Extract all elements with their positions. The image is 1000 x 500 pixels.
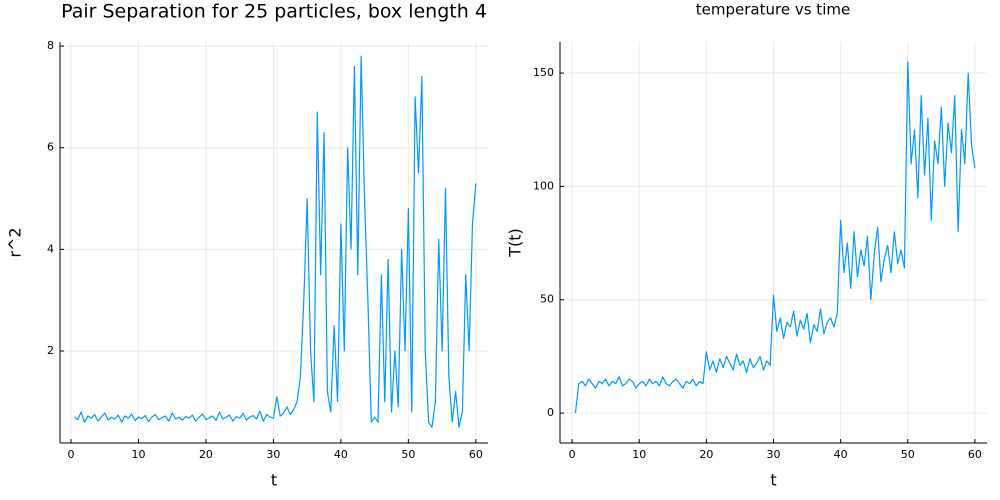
x-tick-label: 20 [199,448,213,461]
x-tick-label: 40 [834,448,848,461]
x-tick-label: 0 [67,448,74,461]
x-tick-label: 30 [266,448,280,461]
x-tick-label: 50 [401,448,415,461]
x-axis-label: t [271,471,277,490]
y-axis-label: T(t) [506,228,525,258]
x-tick-label: 40 [334,448,348,461]
y-tick-label: 150 [533,66,554,79]
x-tick-label: 10 [632,448,646,461]
series-line [74,55,477,428]
x-tick-label: 30 [767,448,781,461]
y-tick-label: 0 [547,406,554,419]
x-tick-label: 10 [131,448,145,461]
y-tick-label: 50 [540,293,554,306]
chart-title: temperature vs time [696,1,850,19]
x-axis-label: t [770,471,776,490]
y-tick-label: 6 [47,141,54,154]
y-tick-label: 8 [47,39,54,52]
series-line [574,61,976,414]
chart-title: Pair Separation for 25 particles, box le… [61,1,487,23]
x-tick-label: 50 [901,448,915,461]
y-tick-label: 100 [533,179,554,192]
y-tick-label: 2 [47,344,54,357]
x-tick-label: 0 [569,448,576,461]
x-tick-label: 60 [469,448,483,461]
y-tick-label: 4 [47,242,54,255]
y-axis-label: r^2 [6,227,25,257]
x-tick-label: 60 [968,448,982,461]
x-tick-label: 20 [699,448,713,461]
